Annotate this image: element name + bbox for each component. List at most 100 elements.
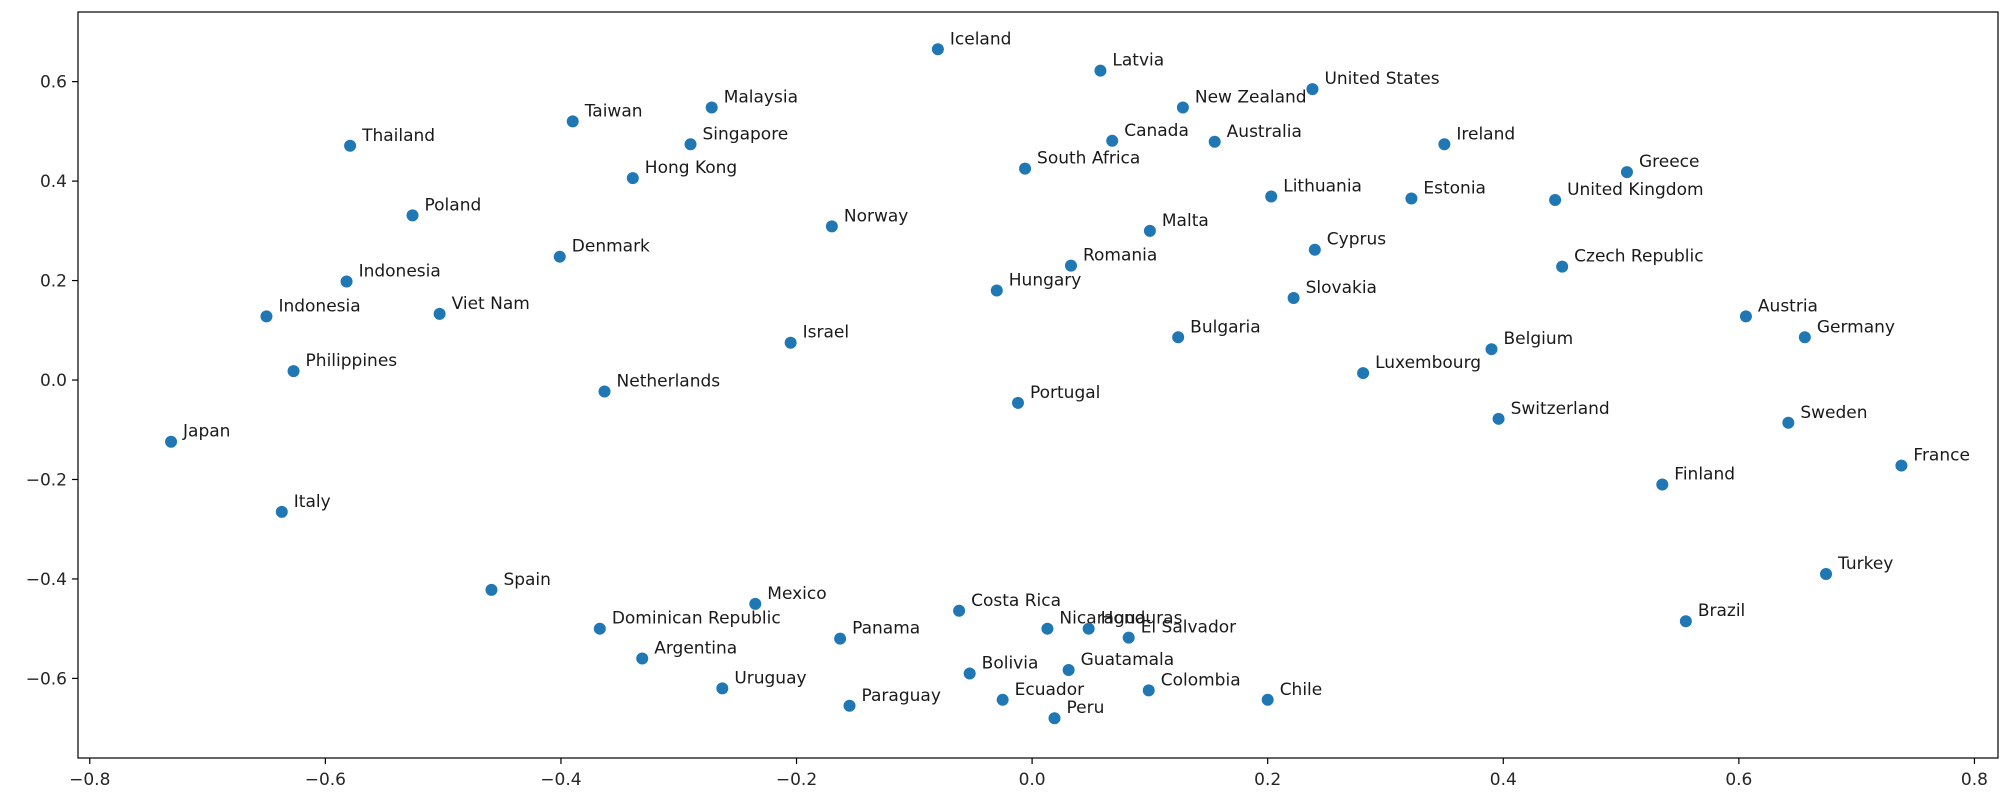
data-point: [963, 667, 976, 680]
data-point-group: Dominican Republic: [593, 609, 781, 635]
x-tick-label: 0.6: [1725, 770, 1752, 790]
data-point-label: Estonia: [1423, 179, 1486, 199]
data-point-group: Malaysia: [705, 87, 798, 114]
data-point: [1405, 192, 1418, 205]
y-tick-label: −0.4: [26, 570, 67, 590]
data-point-group: Ireland: [1438, 124, 1515, 151]
data-point-label: Czech Republic: [1574, 247, 1703, 267]
data-point: [1082, 622, 1095, 635]
data-point-group: Argentina: [636, 639, 737, 665]
data-point: [953, 604, 966, 617]
data-point-group: Nicaragua: [1041, 609, 1146, 635]
data-point-group: Thailand: [344, 126, 435, 152]
y-tick-label: 0.0: [40, 371, 67, 391]
data-point-group: New Zealand: [1176, 87, 1307, 114]
data-point-group: Sweden: [1782, 403, 1868, 429]
data-point-group: Indonesia: [340, 262, 441, 288]
data-point: [1306, 83, 1319, 96]
data-point-label: Switzerland: [1511, 399, 1610, 419]
data-point-label: Singapore: [703, 124, 789, 144]
data-point-group: Austria: [1739, 296, 1818, 323]
data-point-group: Brazil: [1679, 601, 1745, 628]
data-point-label: Cyprus: [1327, 230, 1386, 250]
data-point-label: Latvia: [1112, 51, 1164, 71]
data-point-group: Israel: [784, 323, 849, 349]
data-point: [1798, 331, 1811, 344]
data-point-group: Germany: [1798, 317, 1895, 344]
data-point: [990, 284, 1003, 297]
data-point-group: Indonesia: [260, 296, 361, 323]
y-tick-label: −0.6: [26, 669, 67, 689]
x-tick-label: −0.2: [776, 770, 817, 790]
data-point-label: Honduras: [1101, 609, 1183, 629]
data-point-label: Hungary: [1009, 271, 1082, 291]
data-point-label: United States: [1324, 69, 1439, 89]
data-point: [1656, 478, 1669, 491]
y-tick-label: 0.2: [40, 272, 67, 292]
data-point-group: Honduras: [1082, 609, 1183, 635]
data-point-group: Costa Rica: [953, 591, 1061, 617]
data-point: [843, 699, 856, 712]
data-point-label: Ireland: [1456, 124, 1515, 144]
data-point: [1820, 567, 1833, 580]
data-point: [784, 336, 797, 349]
data-point-label: El Salvador: [1141, 618, 1236, 638]
data-point: [566, 115, 579, 128]
data-point-label: United Kingdom: [1567, 180, 1703, 200]
data-point-group: Norway: [825, 206, 908, 233]
data-point-group: Philippines: [287, 351, 397, 378]
data-point-group: Uruguay: [716, 668, 807, 695]
data-point: [1143, 224, 1156, 237]
data-point-group: Italy: [275, 492, 331, 518]
x-axis: −0.8 −0.6 −0.4 −0.2 0.0 0.2 0.4 0.6 0.8: [69, 758, 1988, 790]
data-point-group: Finland: [1656, 464, 1735, 491]
data-point-label: Peru: [1066, 698, 1104, 718]
data-point-label: New Zealand: [1195, 87, 1307, 107]
data-point-group: Czech Republic: [1556, 247, 1704, 273]
data-point-group: Hungary: [990, 271, 1082, 297]
data-point-group: Denmark: [553, 237, 650, 263]
data-point-label: Ecuador: [1015, 680, 1084, 700]
y-tick-label: −0.2: [26, 470, 67, 490]
data-point-label: Brazil: [1698, 601, 1745, 621]
data-point-group: Guatamala: [1062, 650, 1174, 676]
data-point-group: Portugal: [1011, 383, 1100, 409]
data-point: [1048, 712, 1061, 725]
data-point-group: Paraguay: [843, 686, 941, 712]
data-point-label: Mexico: [767, 584, 826, 604]
data-point-label: Uruguay: [734, 668, 806, 688]
data-point-group: Colombia: [1142, 670, 1241, 697]
scatter-points: Iceland Latvia New Zealand United States Tha…: [165, 29, 1970, 725]
data-point: [1064, 259, 1077, 272]
data-point: [1265, 190, 1278, 203]
x-tick-label: −0.8: [69, 770, 110, 790]
data-point: [825, 220, 838, 233]
data-point-label: Romania: [1083, 246, 1157, 266]
data-point-label: Portugal: [1030, 383, 1100, 403]
data-point-group: Bulgaria: [1172, 317, 1261, 344]
data-point-label: Denmark: [572, 237, 650, 257]
data-point-label: Paraguay: [862, 686, 941, 706]
data-point-group: Turkey: [1820, 554, 1893, 580]
data-point-group: Iceland: [931, 29, 1012, 56]
data-point-label: South Africa: [1037, 149, 1140, 169]
data-point-group: Slovakia: [1287, 278, 1377, 304]
x-tick-label: 0.0: [1019, 770, 1046, 790]
data-point: [626, 172, 639, 185]
data-point-group: Taiwan: [566, 101, 643, 128]
data-point-label: Turkey: [1837, 554, 1893, 574]
data-point-label: Germany: [1817, 317, 1895, 337]
data-point-label: Malta: [1162, 211, 1209, 231]
data-point-group: United States: [1306, 69, 1440, 96]
data-point-group: Cyprus: [1308, 230, 1386, 256]
data-point-label: Austria: [1758, 296, 1818, 316]
data-point: [1556, 260, 1569, 273]
y-tick-label: 0.4: [40, 172, 67, 192]
data-point-group: Viet Nam: [433, 294, 530, 320]
data-point-group: United Kingdom: [1549, 180, 1704, 206]
data-point-label: Iceland: [950, 29, 1012, 49]
data-point-label: Hong Kong: [645, 158, 737, 178]
data-point: [1485, 343, 1498, 356]
